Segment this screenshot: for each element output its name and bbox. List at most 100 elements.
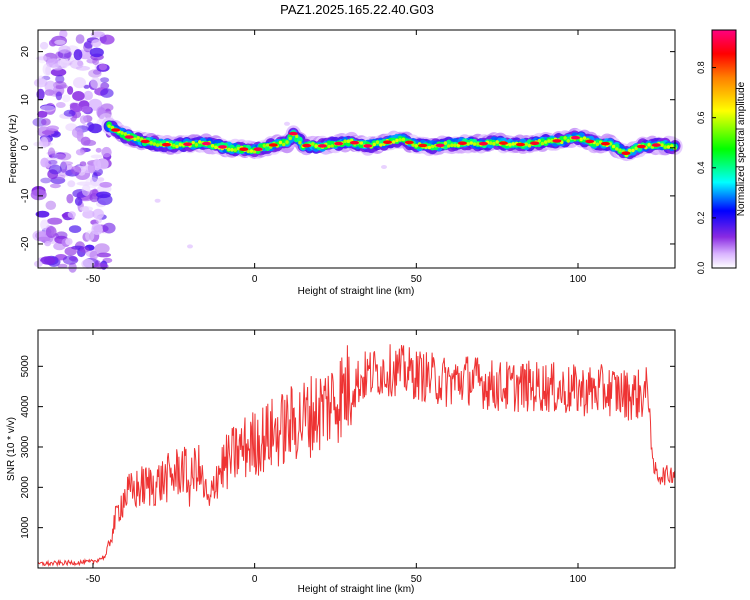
heatmap-ridge-cell: [579, 137, 583, 142]
heatmap-peak-cell: [183, 142, 193, 146]
heatmap-ridge-cell: [107, 124, 111, 128]
heatmap-ridge-cell: [246, 149, 250, 154]
heatmap-noise-cell: [70, 165, 82, 175]
heatmap-ridge-cell: [110, 125, 115, 130]
heatmap-noise-cell: [75, 34, 85, 44]
heatmap-ridge-cell: [489, 141, 493, 145]
heatmap-ridge-cell: [398, 138, 402, 142]
heatmap-noise-cell: [72, 91, 85, 101]
heatmap-ridge-cell: [453, 143, 457, 147]
heatmap-ridge-cell: [285, 140, 289, 144]
heatmap-peak-cell: [288, 131, 298, 136]
heatmap-ridge-cell: [359, 141, 364, 145]
heatmap-ridge-cell: [123, 132, 128, 136]
heatmap-noise-cell: [99, 181, 112, 188]
heatmap-ridge-cell: [252, 149, 257, 154]
heatmap-noise-cell: [55, 102, 66, 108]
heatmap-ridge-cell: [443, 141, 448, 145]
heatmap-noise-cell: [45, 226, 57, 238]
heatmap-noise-cell: [62, 255, 79, 265]
heatmap-ridge-cell: [628, 148, 632, 153]
y-tick-label: 3000: [20, 435, 31, 458]
heatmap-noise-cell: [48, 164, 62, 175]
heatmap-ridge-cell: [547, 139, 551, 143]
heatmap-ridge-cell: [191, 140, 195, 145]
heatmap-noise-cell: [55, 152, 66, 160]
x-tick-label: 50: [411, 274, 423, 285]
heatmap-ridge-cell: [230, 148, 234, 152]
x-tick-label: -50: [86, 274, 101, 285]
heatmap-ridge-cell: [392, 140, 396, 144]
x-tick-label: 100: [570, 574, 587, 585]
heatmap-noise-cell: [94, 243, 110, 254]
heatmap-noise-cell: [154, 198, 161, 203]
heatmap-noise-cell: [44, 80, 57, 93]
heatmap-noise-cell: [30, 189, 47, 201]
heatmap-noise-cell: [99, 77, 110, 83]
heatmap-ridge-cell: [537, 139, 541, 143]
heatmap-noise-cell: [80, 106, 92, 113]
snr-ticks: -50 0 50 100 1000 2000 3000 4000 5000: [20, 330, 675, 585]
heatmap-peak-cell: [530, 141, 540, 145]
heatmap-peak-cell: [161, 142, 171, 147]
heatmap-ridge-cell: [469, 141, 473, 145]
colorbar-tick-label: 0.8: [696, 61, 706, 74]
y-tick-label: 0: [20, 145, 31, 151]
heatmap-noise-cell: [48, 159, 58, 165]
heatmap-ridge-cell: [411, 143, 415, 147]
heatmap-noise-cell: [57, 263, 68, 269]
heatmap-ridge-cell: [414, 144, 418, 148]
heatmap-noise-cell: [284, 121, 290, 126]
heatmap-peak-cell: [363, 144, 373, 148]
y-tick-label: 2000: [20, 476, 31, 499]
heatmap-noise-cell: [91, 172, 98, 183]
heatmap-noise-cell: [54, 39, 66, 45]
heatmap-noise-cell: [87, 162, 95, 174]
heatmap-peak-cell: [498, 141, 508, 145]
snr-y-axis-label: SNR (10 * v/v): [6, 417, 17, 481]
heatmap-ridge-cell: [227, 147, 231, 152]
heatmap-ridge-cell: [346, 139, 351, 143]
heatmap-peak-cell: [435, 143, 445, 148]
heatmap-ridge-cell: [172, 143, 176, 148]
snr-panel: -50 0 50 100 1000 2000 3000 4000 5000 Height of …: [6, 329, 676, 595]
heatmap-ridge-cell: [395, 138, 399, 143]
heatmap-peak-cell: [268, 143, 278, 147]
heatmap-noise-cell: [83, 90, 94, 101]
heatmap-ridge-cell: [618, 148, 622, 153]
heatmap-ridge-cell: [282, 142, 286, 147]
heatmap-noise-cell: [39, 136, 49, 149]
heatmap-noise-cell: [40, 105, 56, 112]
heatmap-noise-cell: [65, 238, 73, 246]
heatmap-ridge-cell: [540, 141, 545, 146]
heatmap-ridge-cell: [472, 142, 477, 146]
heatmap-peak-cell: [478, 141, 488, 146]
heatmap-noise-cell: [37, 54, 47, 64]
heatmap-ridge-cell: [524, 142, 528, 147]
heatmap-noise-cell: [55, 91, 63, 101]
y-tick-label: 20: [20, 46, 31, 58]
heatmap-noise-cell: [47, 147, 56, 159]
heatmap-peak-cell: [124, 135, 134, 139]
heatmap-peak-cell: [239, 147, 249, 151]
heatmap-noise-cell: [83, 84, 90, 89]
heatmap-noise-cell: [36, 236, 51, 242]
y-tick-label: 5000: [20, 355, 31, 378]
heatmap-noise-cell: [50, 68, 67, 77]
colorbar-gradient: [712, 30, 736, 268]
heatmap-noise-cell: [101, 146, 112, 158]
heatmap-peak-cell: [418, 143, 428, 148]
heatmap-ridge-cell: [611, 144, 616, 149]
heatmap-noise-cell: [85, 230, 95, 242]
heatmap-noise-cell: [57, 152, 72, 161]
heatmap-noise-cell: [40, 177, 52, 184]
colorbar-tick-label: 0.4: [696, 162, 706, 175]
heatmap-peak-cell: [651, 143, 661, 147]
heatmap-noise-cell: [61, 213, 69, 218]
heatmap-peak-cell: [636, 144, 646, 149]
heatmap-peak-cell: [404, 140, 414, 145]
heatmap-noise-cell: [67, 86, 74, 95]
snr-series-line: [37, 344, 676, 568]
